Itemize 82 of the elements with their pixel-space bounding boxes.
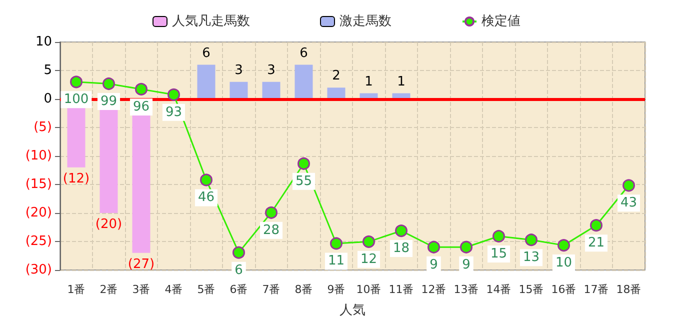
point: [622, 179, 635, 192]
point: [70, 76, 82, 88]
data-label: 21: [588, 236, 605, 251]
x-tick-label: 11番: [388, 283, 414, 296]
data-label: 46: [198, 190, 215, 206]
data-label: 93: [165, 104, 182, 120]
bar: [230, 82, 248, 99]
legend-label: 検定値: [482, 14, 520, 29]
legend-label: 人気凡走馬数: [172, 14, 250, 29]
bar: [327, 88, 346, 99]
x-tick-label: 13番: [454, 283, 479, 296]
bar: [197, 64, 216, 99]
data-label: 15: [490, 246, 508, 262]
x-tick-label: 14番: [486, 283, 512, 296]
data-label: (12): [62, 171, 90, 186]
x-tick-label: 3番: [132, 283, 150, 296]
x-tick-label: 17番: [584, 283, 609, 296]
point: [492, 230, 505, 242]
data-label: 9: [430, 257, 438, 272]
point: [265, 206, 278, 219]
data-label: 3: [267, 62, 276, 78]
data-label: 13: [522, 250, 540, 266]
y-tick-label: (15): [25, 177, 52, 192]
y-tick-label: (25): [25, 234, 52, 249]
x-tick-label: 7番: [262, 283, 280, 296]
data-label: (20): [95, 217, 122, 232]
point: [330, 237, 342, 250]
bar: [294, 64, 313, 99]
point: [558, 239, 570, 252]
legend-label: 激走馬数: [340, 14, 392, 29]
data-label: 6: [202, 46, 210, 61]
x-tick-label: 10番: [356, 283, 382, 296]
data-label: 18: [392, 241, 410, 256]
data-label: 9: [462, 257, 470, 272]
data-label: 10: [555, 256, 572, 271]
data-label: 1: [397, 74, 406, 90]
point: [525, 234, 538, 246]
data-label: (27): [128, 256, 155, 272]
data-label: 28: [262, 222, 280, 238]
data-label: 55: [295, 174, 312, 189]
x-tick-label: 1番: [67, 283, 86, 296]
x-tick-label: 9番: [327, 283, 346, 296]
data-label: 12: [360, 252, 378, 267]
point: [460, 240, 472, 254]
data-label: 100: [64, 92, 89, 108]
data-label: 1: [364, 74, 373, 90]
x-tick-label: 8番: [294, 283, 313, 296]
data-label: 6: [234, 262, 243, 278]
y-tick-label: (20): [25, 206, 52, 220]
data-label: 96: [132, 99, 150, 114]
point: [590, 219, 602, 232]
point: [200, 174, 212, 186]
x-tick-label: 16番: [551, 283, 576, 296]
point: [395, 224, 408, 238]
point: [135, 82, 148, 96]
x-tick-label: 12番: [421, 283, 446, 296]
bar: [262, 82, 280, 99]
point: [168, 88, 180, 101]
x-tick-label: 5番: [197, 283, 216, 296]
y-tick-label: 5: [44, 63, 52, 78]
x-tick-label: 6番: [230, 283, 248, 296]
point: [232, 246, 245, 259]
point: [428, 240, 440, 254]
data-label: 6: [300, 46, 308, 61]
data-label: 3: [234, 62, 243, 78]
x-tick-label: 15番: [518, 283, 544, 296]
data-label: 2: [332, 68, 340, 84]
y-tick-label: (30): [25, 262, 52, 278]
x-tick-label: 18番: [616, 283, 642, 296]
data-label: 11: [328, 254, 345, 269]
point: [102, 78, 115, 90]
y-tick-label: (10): [25, 148, 52, 164]
y-tick-label: 0: [44, 92, 52, 106]
point: [362, 235, 375, 248]
point: [298, 157, 310, 170]
x-tick-label: 2番: [100, 283, 118, 296]
data-label: 43: [620, 196, 638, 211]
y-tick-label: 10: [35, 34, 52, 50]
x-tick-label: 4番: [164, 283, 183, 296]
x-axis-title: 人気: [340, 303, 366, 318]
data-label: 99: [100, 94, 118, 109]
y-tick-label: (5): [34, 120, 52, 135]
